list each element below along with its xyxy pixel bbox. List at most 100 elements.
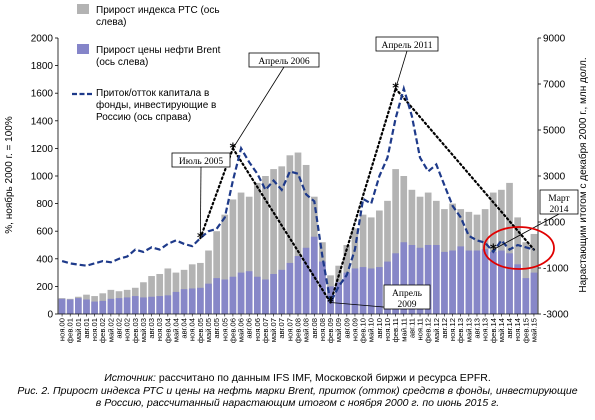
figure-caption: Источник: рассчитано по данным IFS IMF, … xyxy=(0,372,595,410)
brent-bar xyxy=(530,272,538,314)
source-text: рассчитано по данным IFS IMF, Московской… xyxy=(158,372,491,384)
right-tick-label: 9000 xyxy=(543,34,566,45)
x-tick-label: ноя.09 xyxy=(350,318,359,341)
brent-bar xyxy=(294,256,302,314)
x-tick-label: ноя.02 xyxy=(123,318,132,341)
rts-bar xyxy=(245,196,253,314)
rts-bar xyxy=(384,200,391,314)
legend-label: Приток/отток капитала в фонды, инвестирую… xyxy=(96,88,216,123)
brent-bar xyxy=(457,246,465,314)
x-tick-label: ноя.00 xyxy=(58,318,67,341)
legend-label-line: Прирост цены нефти Brent xyxy=(96,44,221,56)
brent-bar xyxy=(164,295,172,314)
rts-bar xyxy=(229,199,237,314)
brent-bar xyxy=(481,249,489,314)
x-tick-label: авг.04 xyxy=(180,318,189,339)
legend-label-line: Приток/отток капитала в xyxy=(96,88,209,99)
x-tick-label: авг.07 xyxy=(277,318,286,339)
annotation-star: * xyxy=(327,296,334,311)
rts-bar xyxy=(392,169,399,314)
brent-bar xyxy=(99,300,107,314)
highlight-ellipse xyxy=(483,226,555,270)
x-tick-label: авг.02 xyxy=(115,318,124,339)
annotation-label-line: Апрель xyxy=(392,289,423,299)
brent-bar xyxy=(58,298,66,314)
x-tick-label: фев.07 xyxy=(261,318,270,343)
annotation-label-line: 2014 xyxy=(550,205,569,215)
x-tick-label: фев.12 xyxy=(424,318,433,343)
brent-bar xyxy=(131,296,139,314)
brent-bar xyxy=(522,278,530,314)
left-tick-label: 1400 xyxy=(31,116,54,127)
x-tick-label: май.06 xyxy=(237,318,246,342)
rts-bar xyxy=(359,214,367,314)
x-tick-label: май.14 xyxy=(497,318,506,342)
right-tick-label: 5000 xyxy=(543,126,566,137)
brent-bar xyxy=(213,278,220,314)
x-tick-label: ноя.04 xyxy=(188,318,197,341)
brent-bar xyxy=(115,298,123,314)
x-tick-label: ноя.10 xyxy=(383,318,392,341)
x-tick-label: авг.10 xyxy=(375,318,384,339)
x-tick-label: май.12 xyxy=(432,318,441,342)
x-tick-label: фев.04 xyxy=(163,318,172,343)
brent-bar xyxy=(335,282,343,314)
left-axis-label: %, ноябрь 2000 г. = 100% xyxy=(3,116,15,234)
x-tick-label: ноя.01 xyxy=(90,318,99,341)
left-tick-label: 400 xyxy=(36,254,53,265)
brent-bar xyxy=(172,291,180,314)
rts-bar xyxy=(205,250,212,314)
brent-bar xyxy=(449,250,456,314)
left-tick-label: 1800 xyxy=(31,61,54,72)
annotation-label-line: 2009 xyxy=(398,300,417,310)
x-tick-label: фев.02 xyxy=(98,318,107,343)
brent-bar xyxy=(66,299,74,314)
rts-bar xyxy=(270,169,277,314)
capital-flow-line xyxy=(61,84,535,306)
annotation-star: * xyxy=(392,82,399,97)
brent-bar xyxy=(91,301,98,314)
rts-bar xyxy=(156,273,164,314)
legend-label-line: слева) xyxy=(96,17,127,28)
x-tick-label: фев.14 xyxy=(489,318,498,343)
rts-bar xyxy=(286,155,294,314)
source-label: Источник: xyxy=(104,372,156,384)
brent-bar xyxy=(83,299,90,314)
brent-bar xyxy=(107,298,115,314)
figure-title-line-2: в Россию, рассчитанный нарастающим итого… xyxy=(95,397,500,409)
brent-bar xyxy=(148,296,155,314)
brent-bar xyxy=(140,297,147,314)
x-tick-label: авг.06 xyxy=(245,318,254,339)
x-tick-label: май.01 xyxy=(74,318,83,342)
annotation-box xyxy=(171,152,231,168)
brent-bar xyxy=(351,268,359,314)
brent-bar xyxy=(424,245,432,314)
legend-label-line: Прирост индекса РТС (ось xyxy=(96,5,220,16)
left-tick-label: 0 xyxy=(47,310,53,321)
x-tick-label: ноя.14 xyxy=(513,318,522,341)
x-tick-label: авг.13 xyxy=(473,318,482,339)
brent-bars-group xyxy=(58,236,538,314)
x-tick-label: ноя.07 xyxy=(285,318,294,341)
x-tick-label: авг.03 xyxy=(147,318,156,339)
brent-bar xyxy=(416,247,424,314)
x-tick-label: ноя.13 xyxy=(481,318,490,341)
x-tick-label: фев.01 xyxy=(66,318,75,343)
annotation-star: * xyxy=(230,141,237,156)
brent-bar xyxy=(229,276,237,314)
brent-bar xyxy=(221,279,229,314)
left-tick-label: 200 xyxy=(36,282,53,293)
x-tick-label: май.03 xyxy=(139,318,148,342)
rts-bar xyxy=(164,268,172,314)
brent-bar xyxy=(270,273,277,314)
legend-swatch-rts xyxy=(77,4,89,14)
annotation-box xyxy=(248,52,320,68)
brent-bar xyxy=(465,250,473,314)
rts-bar xyxy=(237,192,245,314)
x-tick-label: ноя.06 xyxy=(253,318,262,341)
x-tick-label: авг.05 xyxy=(212,318,221,339)
rts-bar xyxy=(302,164,310,314)
brent-bar xyxy=(286,262,294,314)
rts-bar xyxy=(148,276,155,314)
x-tick-label: авг.01 xyxy=(82,318,91,339)
